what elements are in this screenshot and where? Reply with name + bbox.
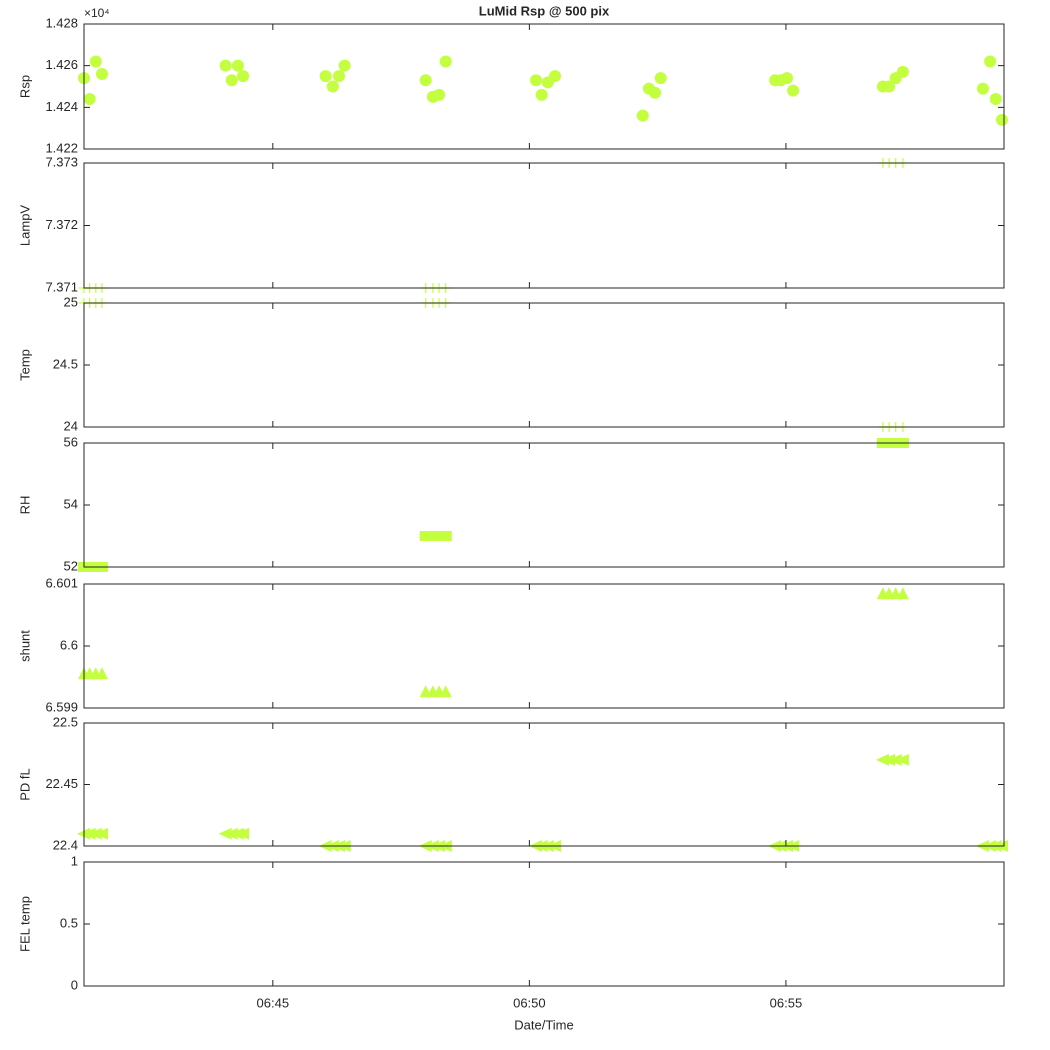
y-tick-label: 6.599 xyxy=(45,699,78,714)
point xyxy=(326,80,339,93)
y-tick-label: 1.426 xyxy=(45,57,78,72)
axes-frame xyxy=(83,23,1005,150)
point xyxy=(426,531,439,541)
y-axis-label: RH xyxy=(17,496,32,515)
point xyxy=(338,59,351,72)
point xyxy=(984,55,997,68)
y-tick-label: 52 xyxy=(64,558,78,573)
y-tick-label: 24.5 xyxy=(53,356,78,371)
x-tick-label: 06:50 xyxy=(513,995,546,1010)
y-tick-label: 1.424 xyxy=(45,99,78,114)
y-tick-label: 7.372 xyxy=(45,217,78,232)
y-tick-label: 22.45 xyxy=(45,776,78,791)
point xyxy=(780,72,793,85)
x-tick-label: 06:45 xyxy=(257,995,290,1010)
axes-frame xyxy=(83,861,1005,987)
y-tick-label: 1.428 xyxy=(45,15,78,30)
point xyxy=(89,55,102,68)
point xyxy=(237,70,250,83)
y-axis-label: Rsp xyxy=(17,75,32,98)
y-tick-label: 7.373 xyxy=(45,154,78,169)
point xyxy=(888,753,902,766)
point xyxy=(895,753,909,766)
y-axis-label: shunt xyxy=(17,630,32,662)
point xyxy=(989,93,1002,105)
point xyxy=(535,88,548,101)
y-axis-label: Temp xyxy=(17,349,32,381)
axes-frame xyxy=(83,162,1005,289)
point xyxy=(236,827,250,840)
point xyxy=(787,84,800,97)
y-tick-label: 25 xyxy=(64,294,78,309)
y-tick-label: 0 xyxy=(71,977,78,992)
axes-frame xyxy=(83,442,1005,568)
axes-frame xyxy=(83,302,1005,428)
point xyxy=(433,88,446,101)
point xyxy=(95,667,108,680)
y-tick-label: 1.422 xyxy=(45,140,78,155)
point xyxy=(530,74,543,87)
point xyxy=(95,68,108,80)
chart-title: LuMid Rsp @ 500 pix xyxy=(479,3,610,18)
y-tick-label: 6.6 xyxy=(60,637,78,652)
y-exponent: ×10⁴ xyxy=(84,6,110,20)
point xyxy=(433,531,446,541)
point xyxy=(654,72,667,85)
x-axis-label: Date/Time xyxy=(514,1017,573,1032)
point xyxy=(439,531,452,541)
point xyxy=(549,70,562,83)
point xyxy=(439,685,452,698)
y-axis-label: LampV xyxy=(17,205,32,247)
point xyxy=(649,86,662,99)
point xyxy=(94,827,108,840)
y-tick-label: 24 xyxy=(64,418,78,433)
point xyxy=(883,80,896,93)
y-tick-label: 7.371 xyxy=(45,279,78,294)
point xyxy=(219,59,232,72)
x-tick-label: 06:55 xyxy=(770,995,803,1010)
point xyxy=(419,531,432,541)
point xyxy=(419,74,432,87)
y-axis-label: PD fL xyxy=(17,768,32,801)
point xyxy=(995,113,1008,126)
point xyxy=(896,65,909,78)
y-tick-label: 6.601 xyxy=(45,575,78,590)
point xyxy=(83,93,96,105)
point xyxy=(976,82,989,95)
point xyxy=(225,74,238,87)
point xyxy=(439,55,452,68)
y-tick-label: 1 xyxy=(71,853,78,868)
point xyxy=(636,109,649,122)
point xyxy=(333,70,346,83)
y-tick-label: 22.5 xyxy=(53,714,78,729)
y-tick-label: 0.5 xyxy=(60,915,78,930)
point xyxy=(231,59,244,72)
axes-frame xyxy=(83,722,1005,847)
point xyxy=(882,753,896,766)
axes-frame xyxy=(83,583,1005,709)
point xyxy=(896,587,909,600)
y-tick-label: 22.4 xyxy=(53,837,78,852)
y-tick-label: 54 xyxy=(64,496,78,511)
y-tick-label: 56 xyxy=(64,434,78,449)
point xyxy=(319,70,332,83)
y-axis-label: FEL temp xyxy=(17,896,32,952)
